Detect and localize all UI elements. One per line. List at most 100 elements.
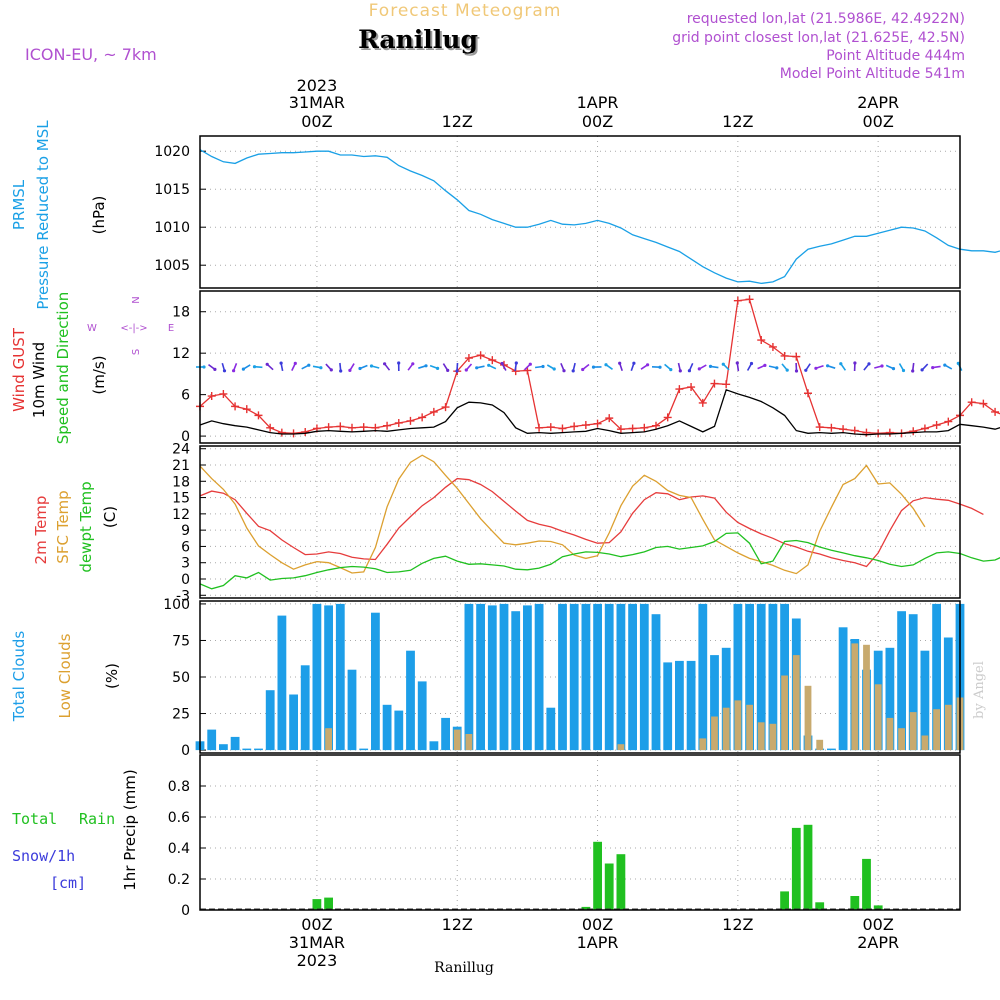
compass-n: N [131, 296, 142, 303]
gust-point [605, 414, 614, 423]
total-cloud-bar [219, 744, 228, 750]
gust-point [616, 425, 625, 434]
credit-label: by Angel [972, 661, 987, 719]
wind-panel-labels: Wind GUST 10m Wind Speed and Direction (… [10, 292, 174, 445]
gust-point [441, 403, 450, 412]
gust-point [991, 407, 1000, 416]
top-hour-label: 00Z [301, 112, 332, 131]
total-cloud-bar [429, 741, 439, 751]
y-tick-label: 12 [172, 346, 190, 362]
bottom-hour-label: 12Z [442, 915, 473, 934]
series-line-sfc-temp [199, 454, 926, 575]
gust-point [301, 427, 310, 436]
y-tick-label: 15 [172, 491, 190, 507]
wind-arrowhead [735, 361, 739, 365]
panel-frame [199, 135, 961, 289]
total-cloud-bar [335, 603, 345, 751]
y-tick-label: 6 [181, 539, 190, 555]
wind-dir-label: Speed and Direction [54, 292, 72, 445]
wind-arrowhead [202, 365, 206, 369]
total-cloud-bar [312, 603, 322, 751]
total-cloud-bar [827, 748, 836, 751]
low-cloud-bar [851, 643, 859, 751]
panel-frame [199, 600, 961, 754]
total-cloud-bar [382, 704, 392, 751]
wind-arrowhead [436, 366, 440, 370]
gust-point [932, 421, 941, 430]
wind-arrowhead [867, 362, 871, 366]
low-cloud-bar [944, 704, 952, 751]
t2m-label: 2m Temp [32, 496, 50, 565]
wind-arrowhead [339, 369, 343, 373]
requested-coords: requested lon,lat (21.5986E, 42.4922N) [687, 11, 965, 27]
y-tick-label: 21 [172, 458, 190, 474]
gust-point [464, 354, 473, 363]
wind-unit-label: (m/s) [90, 355, 108, 394]
total-cloud-bar [593, 603, 602, 751]
total-cloud-bar [698, 603, 708, 751]
low-cloud-bar [816, 739, 824, 750]
bottom-hour-label: 00Z [301, 915, 332, 934]
gust-point [698, 398, 707, 407]
gust-point [219, 389, 228, 398]
bottom-date-label: 2APR [857, 933, 899, 952]
rain-bar [791, 827, 801, 910]
total-cloud-bar [885, 647, 895, 751]
compass-s: S [131, 349, 142, 355]
low-cloud-bar [781, 675, 788, 750]
gust-point [792, 352, 801, 361]
wind-arrowhead [487, 363, 491, 367]
rain-bar [850, 896, 860, 910]
product-title: Forecast Meteogram [369, 1, 562, 21]
wind-arrowhead [763, 363, 767, 367]
total-cloud-bar [406, 650, 415, 751]
wind-arrowhead [475, 366, 479, 370]
wind-arrowhead [541, 364, 545, 369]
total-cloud-bar [441, 717, 450, 751]
total-cloud-bar [324, 605, 333, 751]
low-cloud-bar [863, 644, 870, 750]
gust-point [663, 413, 672, 422]
total-cloud-bar [639, 603, 649, 751]
low-cloud-bar [909, 712, 917, 751]
y-tick-label: 0 [181, 429, 190, 445]
y-tick-label: 0 [181, 743, 190, 759]
gust-point [675, 385, 684, 394]
gust-point [581, 421, 590, 430]
precip-title: 1hr Precip (mm) [121, 769, 139, 890]
top-hour-label: 00Z [862, 112, 893, 131]
rain-bar [581, 906, 591, 910]
y-tick-label: -3 [176, 588, 190, 604]
low-cloud-bar [769, 723, 777, 751]
gust-point [850, 426, 859, 435]
gust-point [652, 421, 660, 430]
total-cloud-bar [721, 647, 731, 751]
y-tick-label: 75 [172, 633, 190, 649]
pressure-name-label: PRMSL [10, 179, 28, 230]
y-tick-label: 50 [172, 670, 190, 686]
gust-point [359, 423, 368, 432]
gust-point [336, 422, 345, 431]
total-cloud-bar [359, 748, 369, 751]
wind-arrowhead [678, 369, 682, 373]
wind-arrowhead [814, 366, 818, 370]
bottom-hour-label: 00Z [862, 915, 893, 934]
gust-point [967, 398, 976, 407]
wind-arrowhead [785, 368, 789, 372]
gust-point [768, 342, 777, 351]
wind-arrowhead [329, 368, 333, 372]
total-cloud-bar [897, 611, 906, 750]
total-cloud-bar [499, 603, 509, 751]
sfc-label: SFC Temp [54, 490, 72, 563]
low-cloud-bar [898, 728, 905, 751]
location-title: Ranillug [358, 25, 478, 54]
wind-arrowhead [552, 367, 556, 371]
wind-arrowhead [956, 361, 960, 365]
wind-arrowhead [232, 369, 236, 373]
clouds-unit-label: (%) [103, 663, 121, 689]
total-cloud-bar [604, 603, 614, 751]
total-cloud-bar [394, 710, 404, 751]
gust-point [757, 336, 766, 345]
gust-point [909, 427, 918, 436]
